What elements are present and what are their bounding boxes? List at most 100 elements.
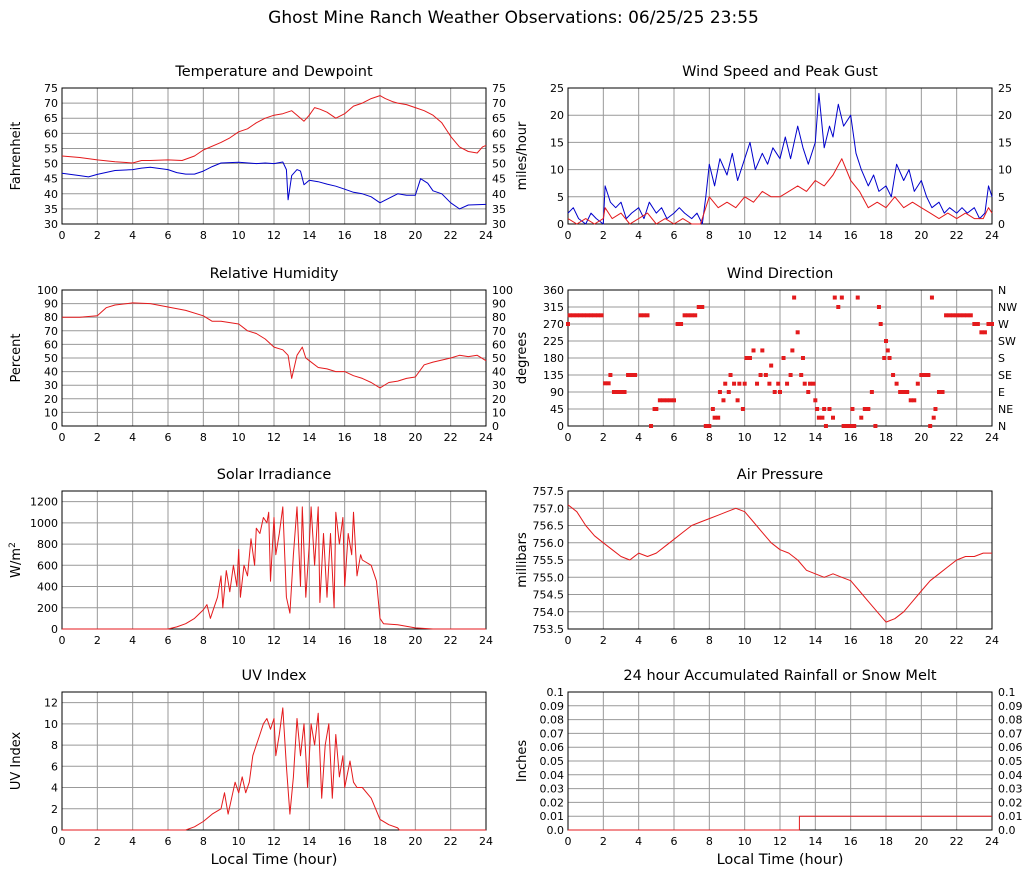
y-axis-label: miles/hour: [515, 121, 530, 190]
x-tick-label: 16: [338, 835, 352, 848]
x-tick-label: 20: [408, 835, 422, 848]
data-point: [772, 390, 777, 394]
x-tick-label: 0: [59, 634, 66, 647]
x-tick-label: 24: [479, 229, 493, 242]
y-tick-label: 0.0: [547, 824, 565, 837]
data-point: [982, 330, 987, 335]
data-point: [859, 415, 864, 420]
data-point: [790, 348, 795, 353]
x-tick-label: 22: [444, 431, 458, 444]
data-point: [668, 398, 673, 403]
data-point: [742, 381, 747, 386]
y-tick-label-right: 0: [492, 420, 499, 433]
data-point: [816, 415, 821, 420]
y-tick-label-right: 80: [492, 311, 506, 324]
data-point: [912, 398, 917, 403]
x-tick-label: 12: [267, 431, 281, 444]
x-tick-label: 10: [232, 835, 246, 848]
chart-title: Solar Irradiance: [217, 467, 332, 483]
x-tick-label: 22: [950, 431, 964, 444]
y-tick-label-right: 50: [492, 158, 506, 171]
chart-title: Wind Direction: [727, 266, 834, 282]
x-tick-label: 14: [808, 634, 822, 647]
y-tick-label-right: NW: [998, 301, 1017, 314]
data-point: [615, 390, 620, 394]
x-tick-label: 4: [129, 634, 136, 647]
data-point: [882, 356, 887, 360]
x-tick-label: 14: [302, 229, 316, 242]
y-tick-label: 0.07: [540, 727, 565, 740]
y-tick-label-right: 0.02: [998, 796, 1023, 809]
data-point: [928, 424, 933, 428]
data-point: [585, 313, 590, 318]
y-tick-label: 755.5: [533, 554, 565, 567]
data-point: [823, 424, 828, 428]
x-tick-label: 12: [773, 634, 787, 647]
y-tick-label: 360: [543, 284, 564, 297]
x-tick-label: 18: [879, 835, 893, 848]
y-tick-label-right: 40: [492, 366, 506, 379]
data-point: [961, 313, 966, 318]
x-tick-label: 18: [373, 431, 387, 444]
data-point: [986, 322, 991, 326]
y-tick-label-right: 0.09: [998, 700, 1023, 713]
y-tick-label-right: 35: [492, 203, 506, 216]
x-tick-label: 2: [600, 835, 607, 848]
x-tick-label: 2: [600, 229, 607, 242]
x-tick-label: 18: [879, 229, 893, 242]
x-tick-label: 18: [373, 835, 387, 848]
data-point: [831, 415, 835, 420]
data-point: [776, 381, 781, 386]
data-point: [947, 313, 952, 318]
data-point: [574, 313, 579, 318]
x-tick-label: 14: [808, 229, 822, 242]
y-tick-label: 755.0: [533, 571, 565, 584]
x-tick-label: 12: [773, 835, 787, 848]
x-tick-label: 6: [671, 431, 678, 444]
plot-frame: [61, 490, 487, 630]
data-point: [958, 313, 963, 318]
data-point: [664, 398, 669, 403]
data-point: [965, 313, 970, 318]
x-tick-label: 4: [635, 229, 642, 242]
y-tick-label: 315: [543, 301, 564, 314]
y-tick-label: 35: [44, 203, 58, 216]
y-axis-label: Percent: [9, 334, 24, 383]
x-tick-label: 6: [165, 431, 172, 444]
data-point: [728, 373, 733, 377]
data-point: [596, 313, 601, 318]
data-point: [675, 322, 680, 326]
x-tick-label: 14: [302, 634, 316, 647]
y-tick-label: 4: [51, 782, 58, 795]
x-tick-label: 20: [408, 634, 422, 647]
data-point: [622, 390, 627, 394]
data-point: [813, 398, 818, 403]
x-tick-label: 8: [200, 835, 207, 848]
data-point: [578, 313, 583, 318]
x-tick-label: 22: [950, 634, 964, 647]
series-line: [567, 158, 993, 225]
y-tick-label: 10: [550, 164, 564, 177]
data-point: [905, 390, 910, 394]
y-tick-label-right: 15: [998, 136, 1012, 149]
data-point: [848, 424, 853, 428]
y-tick-label-right: 75: [492, 82, 506, 95]
y-tick-label: 5: [557, 191, 564, 204]
y-tick-label: 754.5: [533, 589, 565, 602]
data-point: [567, 313, 572, 318]
plot-frame: [567, 87, 993, 225]
x-tick-label: 22: [950, 835, 964, 848]
data-point: [633, 373, 638, 377]
data-point: [940, 390, 945, 394]
data-point: [972, 322, 977, 326]
data-point: [922, 373, 927, 377]
y-tick-label: 270: [543, 318, 564, 331]
data-point: [696, 305, 701, 309]
x-tick-label: 0: [565, 431, 572, 444]
series-line: [568, 815, 992, 831]
x-tick-label: 16: [844, 431, 858, 444]
page-title: Ghost Mine Ranch Weather Observations: 0…: [268, 8, 759, 28]
y-tick-label: 55: [44, 142, 58, 155]
